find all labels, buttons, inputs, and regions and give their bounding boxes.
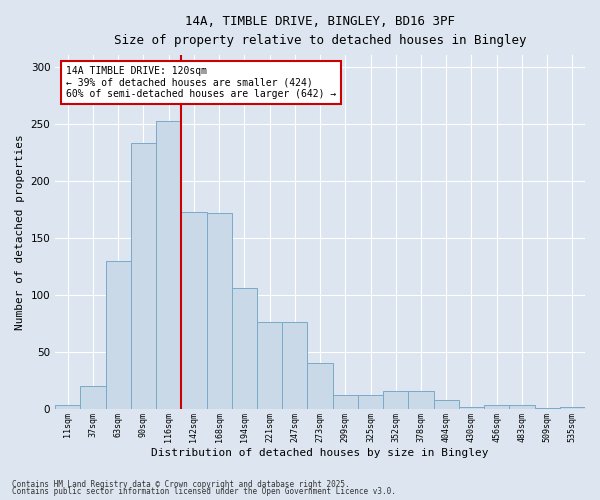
Bar — [535, 408, 560, 409]
Bar — [282, 322, 307, 409]
Bar — [257, 322, 282, 409]
Bar — [332, 396, 358, 409]
Bar — [383, 391, 409, 409]
Bar — [55, 404, 80, 409]
Bar — [131, 143, 156, 409]
Bar — [358, 396, 383, 409]
Bar — [156, 122, 181, 409]
Bar — [560, 407, 585, 409]
Bar — [509, 404, 535, 409]
X-axis label: Distribution of detached houses by size in Bingley: Distribution of detached houses by size … — [151, 448, 489, 458]
Text: 14A TIMBLE DRIVE: 120sqm
← 39% of detached houses are smaller (424)
60% of semi-: 14A TIMBLE DRIVE: 120sqm ← 39% of detach… — [66, 66, 336, 99]
Bar — [434, 400, 459, 409]
Bar — [181, 212, 206, 409]
Title: 14A, TIMBLE DRIVE, BINGLEY, BD16 3PF
Size of property relative to detached house: 14A, TIMBLE DRIVE, BINGLEY, BD16 3PF Siz… — [114, 15, 526, 47]
Text: Contains public sector information licensed under the Open Government Licence v3: Contains public sector information licen… — [12, 487, 396, 496]
Bar — [106, 260, 131, 409]
Text: Contains HM Land Registry data © Crown copyright and database right 2025.: Contains HM Land Registry data © Crown c… — [12, 480, 350, 489]
Bar — [206, 212, 232, 409]
Bar — [80, 386, 106, 409]
Bar — [484, 404, 509, 409]
Bar — [307, 364, 332, 409]
Bar — [232, 288, 257, 409]
Bar — [409, 391, 434, 409]
Y-axis label: Number of detached properties: Number of detached properties — [15, 134, 25, 330]
Bar — [459, 407, 484, 409]
